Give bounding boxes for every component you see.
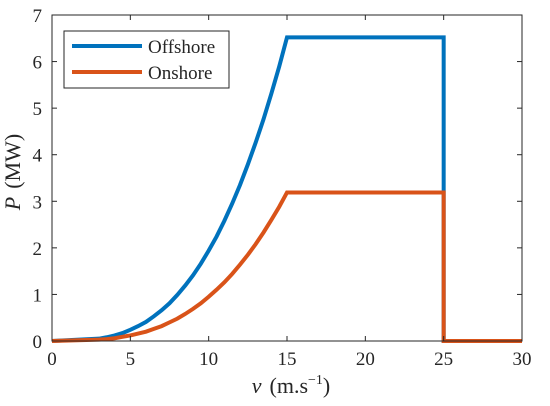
legend-label-onshore: Onshore xyxy=(148,63,212,84)
series-line-onshore xyxy=(51,190,522,343)
x-tick-label: 20 xyxy=(356,349,375,370)
y-tick-label: 3 xyxy=(33,192,43,213)
x-tick-label: 30 xyxy=(513,349,532,370)
x-axis-label: v (m.s−1) xyxy=(252,373,331,398)
legend-box xyxy=(63,30,230,89)
y-tick-label: 5 xyxy=(33,99,43,120)
y-tick-label: 6 xyxy=(33,53,43,74)
legend: Offshore Onshore xyxy=(63,30,230,89)
series-line-offshore xyxy=(51,35,522,343)
legend-label-offshore: Offshore xyxy=(148,37,215,58)
y-tick-label: 4 xyxy=(33,146,43,167)
y-axis-label: P(MW) xyxy=(0,134,25,211)
y-tick-label: 7 xyxy=(33,6,43,27)
tick-layer: 0 5 10 15 20 25 30 0 1 2 3 4 5 6 7 xyxy=(33,6,532,370)
x-tick-label: 5 xyxy=(126,349,136,370)
x-tick-label: 25 xyxy=(434,349,453,370)
x-tick-label: 10 xyxy=(199,349,218,370)
x-tick-label: 0 xyxy=(47,349,57,370)
y-tick-label: 2 xyxy=(33,239,43,260)
x-tick-label: 15 xyxy=(278,349,297,370)
y-tick-label: 1 xyxy=(33,285,43,306)
series-layer xyxy=(51,35,522,343)
y-tick-label: 0 xyxy=(33,332,43,353)
